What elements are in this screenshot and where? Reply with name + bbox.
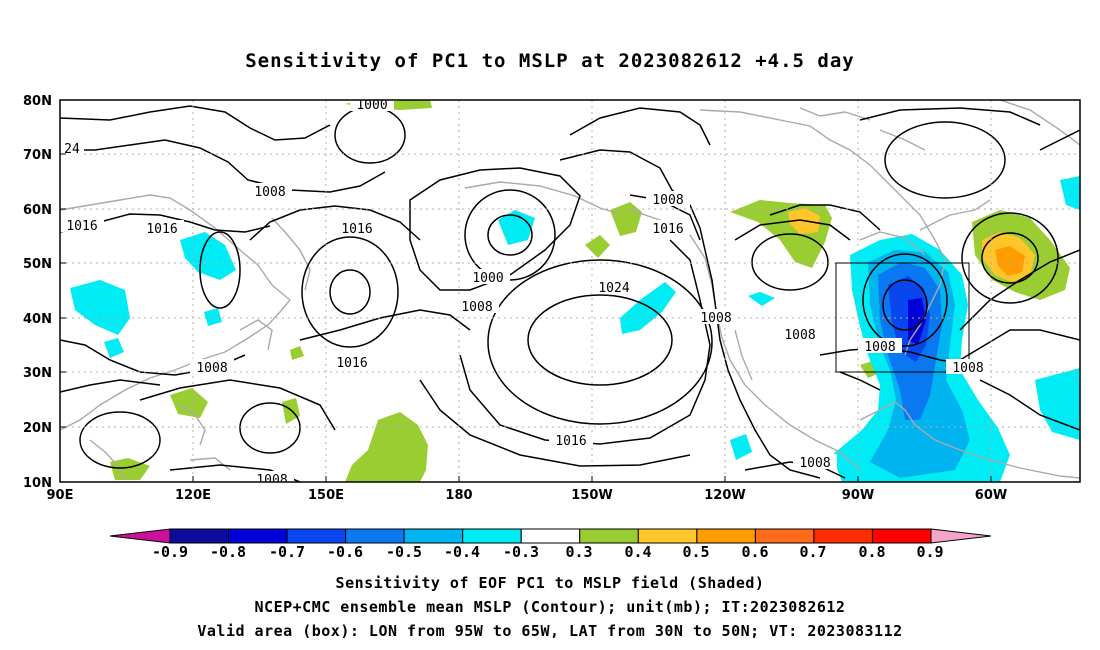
lat-label: 50N — [23, 257, 52, 272]
colorbar-cells — [169, 528, 932, 544]
colorbar-cell — [696, 528, 756, 544]
colorbar-cell — [169, 528, 230, 544]
colorbar-cell — [228, 528, 288, 544]
colorbar-high-end — [930, 528, 992, 544]
shade-negative — [748, 292, 775, 306]
axis-ticks — [60, 99, 992, 482]
contour-label: 1016 — [341, 222, 372, 237]
shade-negative — [1060, 176, 1080, 210]
contour-label: 24 — [64, 142, 80, 157]
lon-label: 90E — [47, 488, 74, 503]
lat-label: 40N — [23, 312, 52, 327]
colorbar-cell — [637, 528, 698, 544]
colorbar-cell — [754, 528, 815, 544]
lon-label: 120W — [704, 488, 745, 503]
lat-label: 20N — [23, 421, 52, 436]
colorbar-low-end — [109, 528, 171, 544]
lon-label: 150W — [571, 488, 612, 503]
shade-positive — [610, 202, 642, 236]
contour-label: 1008 — [784, 328, 815, 343]
valid-area-box — [835, 262, 970, 373]
shade-negative — [498, 210, 535, 245]
latitude-labels: 80N 70N 60N 50N 40N 30N 20N 10N — [23, 94, 52, 491]
contour-labels: 1000 24 1008 1016 1016 1016 1008 1016 10… — [60, 98, 990, 488]
contour-label: 1008 — [952, 361, 983, 376]
colorbar-cell — [403, 528, 464, 544]
coastlines — [60, 100, 1080, 481]
contour-label: 1024 — [598, 281, 629, 296]
colorbar-cell — [579, 528, 639, 544]
contour-label: 1016 — [555, 434, 586, 449]
contour-label: 1016 — [146, 222, 177, 237]
colorbar-label: 0.5 — [682, 543, 709, 561]
colorbar-cell — [345, 528, 405, 544]
colorbar-label: 0.9 — [916, 543, 943, 561]
colorbar-cell — [871, 528, 932, 544]
longitude-labels: 90E 120E 150E 180 150W 120W 90W 60W — [47, 488, 1008, 503]
contour-label: 1008 — [700, 311, 731, 326]
contour-label: 1008 — [652, 193, 683, 208]
shade-positive — [170, 388, 208, 418]
colorbar: -0.9 -0.8 -0.7 -0.6 -0.5 -0.4 -0.3 0.3 0… — [109, 528, 992, 561]
colorbar-label: -0.7 — [269, 543, 305, 561]
caption-line-2: NCEP+CMC ensemble mean MSLP (Contour); u… — [254, 598, 846, 616]
colorbar-label: -0.5 — [386, 543, 422, 561]
lat-label: 60N — [23, 203, 52, 218]
contour-label: 1008 — [461, 300, 492, 315]
map-title: Sensitivity of PC1 to MSLP at 2023082612… — [245, 50, 855, 72]
contour-label: 1008 — [799, 456, 830, 471]
colorbar-label: 0.6 — [741, 543, 768, 561]
shade-negative — [1035, 368, 1080, 440]
contour-label: 1000 — [356, 98, 387, 113]
colorbar-label: 0.7 — [799, 543, 826, 561]
colorbar-cell — [462, 528, 522, 544]
colorbar-cell — [520, 528, 581, 544]
lon-label: 150E — [308, 488, 344, 503]
contour-label: 1008 — [196, 361, 227, 376]
lon-label: 60W — [975, 488, 1007, 503]
shade-negative — [620, 282, 676, 334]
caption-line-3: Valid area (box): LON from 95W to 65W, L… — [197, 622, 903, 640]
shade-negative — [70, 280, 130, 335]
contour-label: 1008 — [256, 473, 287, 488]
colorbar-label: 0.4 — [624, 543, 651, 561]
map-frame — [59, 99, 1081, 483]
lon-label: 90W — [842, 488, 874, 503]
contour-label: 1016 — [652, 222, 683, 237]
lat-label: 70N — [23, 148, 52, 163]
lat-label: 10N — [23, 476, 52, 491]
contour-label: 1008 — [864, 340, 895, 355]
shade-positive — [585, 235, 610, 258]
shade-negative — [204, 308, 222, 326]
shade-positive — [345, 412, 428, 482]
colorbar-label: 0.3 — [565, 543, 592, 561]
shade-negative — [908, 298, 926, 345]
colorbar-label: 0.8 — [858, 543, 885, 561]
lat-label: 80N — [23, 94, 52, 109]
colorbar-label: -0.8 — [210, 543, 246, 561]
contour-label: 1016 — [66, 219, 97, 234]
lat-label: 30N — [23, 366, 52, 381]
colorbar-cell — [286, 528, 347, 544]
lon-label: 180 — [445, 488, 472, 503]
colorbar-cell — [813, 528, 873, 544]
colorbar-label: -0.3 — [503, 543, 539, 561]
shade-negative — [104, 338, 124, 358]
lon-label: 120E — [175, 488, 211, 503]
shade-negative — [180, 232, 236, 280]
colorbar-label: -0.4 — [444, 543, 480, 561]
shade-positive — [290, 346, 304, 360]
contour-label: 1016 — [336, 356, 367, 371]
colorbar-label: -0.9 — [152, 543, 188, 561]
contour-label: 1000 — [472, 271, 503, 286]
shade-positive — [110, 458, 150, 480]
colorbar-label: -0.6 — [327, 543, 363, 561]
shade-positive — [995, 246, 1025, 276]
contour-label: 1008 — [254, 185, 285, 200]
shade-negative — [730, 434, 752, 460]
caption-line-1: Sensitivity of EOF PC1 to MSLP field (Sh… — [335, 574, 765, 592]
colorbar-labels: -0.9 -0.8 -0.7 -0.6 -0.5 -0.4 -0.3 0.3 0… — [152, 543, 944, 561]
